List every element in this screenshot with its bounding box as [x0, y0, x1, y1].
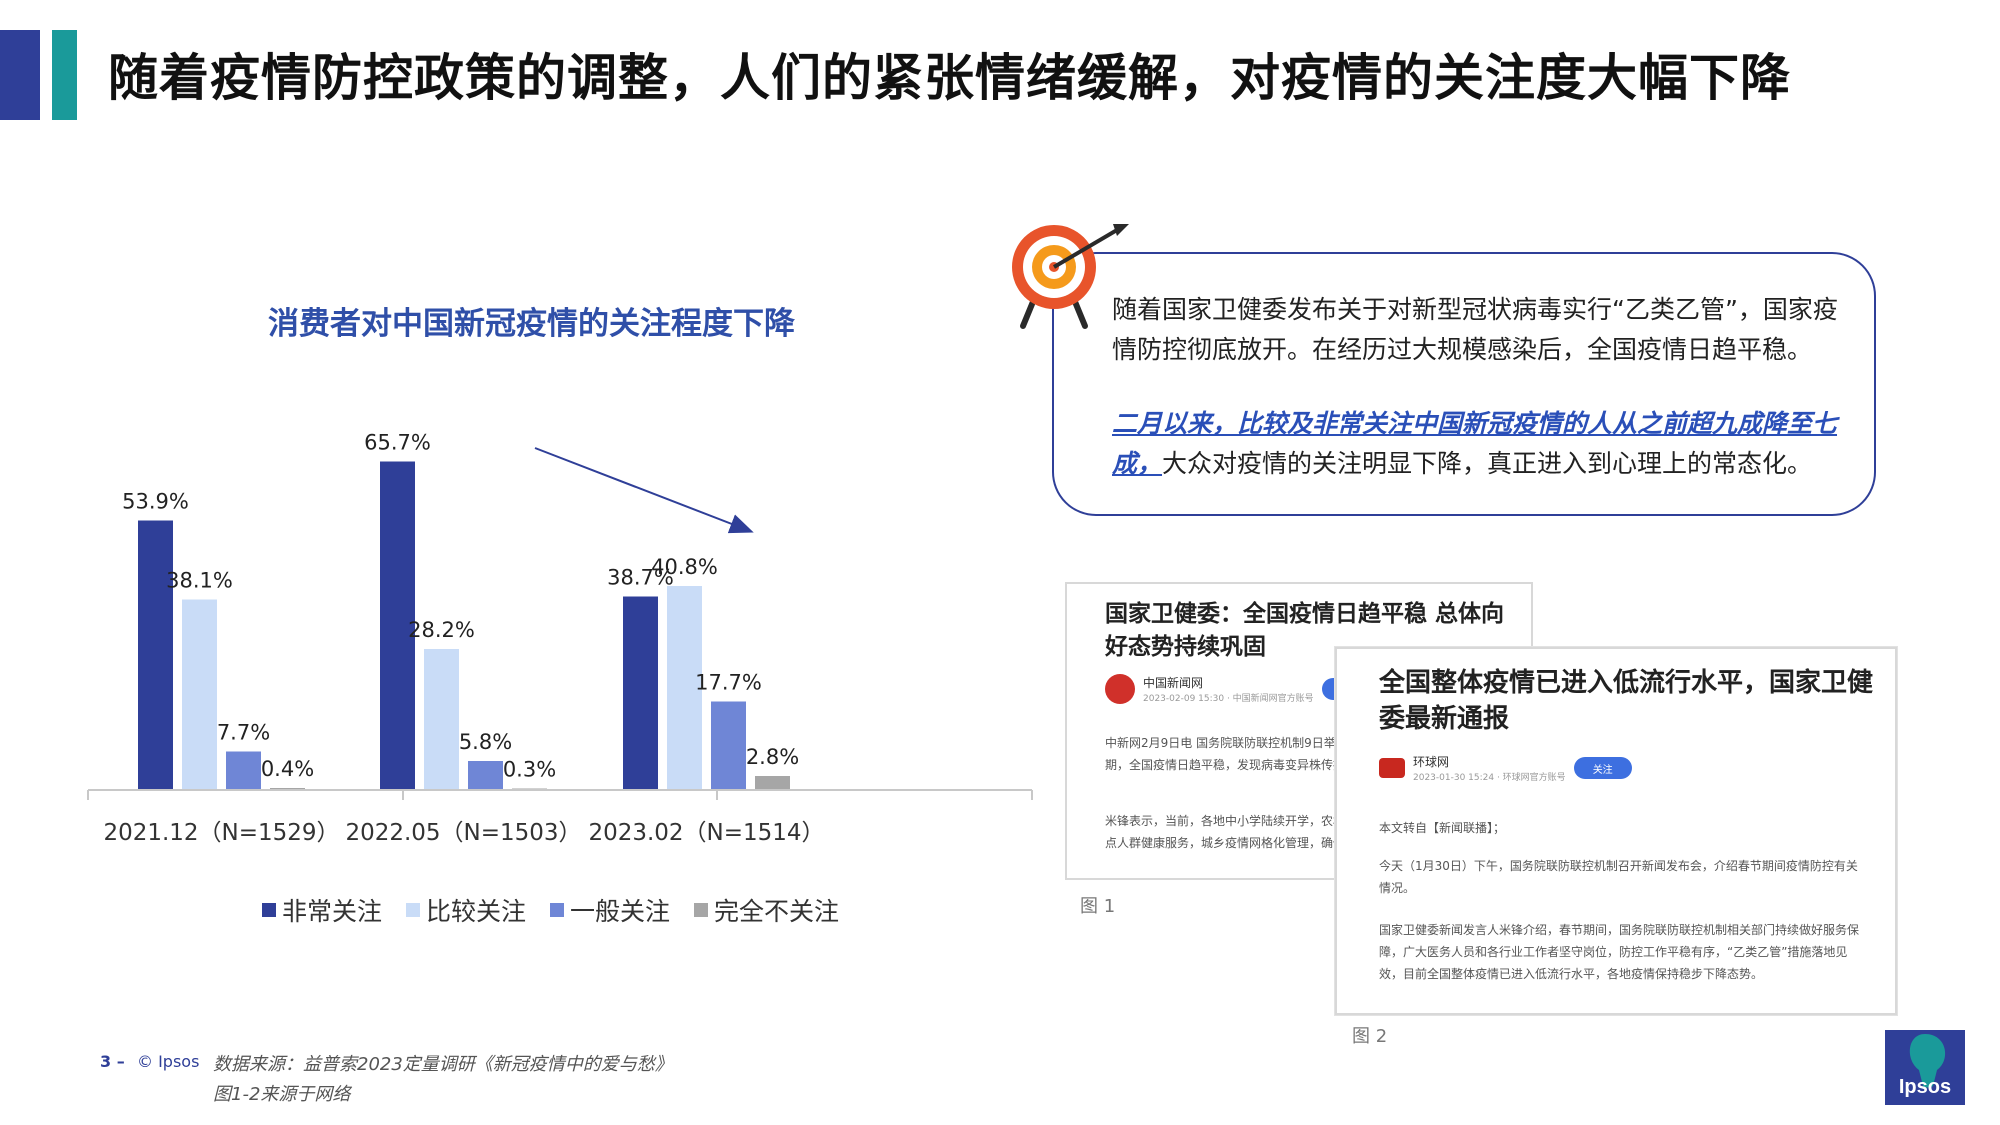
bar — [138, 520, 173, 790]
title-accent-bar-teal — [52, 30, 77, 120]
bar — [182, 599, 217, 790]
bar-value-label: 38.7% — [607, 566, 674, 590]
page-number: 3 – — [100, 1052, 125, 1071]
chart-legend: 非常关注 比较关注 一般关注 完全不关注 — [262, 892, 839, 928]
copyright: © Ipsos — [137, 1052, 200, 1071]
data-source-note: 数据来源：益普索2023定量调研《新冠疫情中的爱与愁》 — [213, 1054, 673, 1075]
bar-value-label: 40.8% — [651, 555, 718, 579]
bar-value-label: 7.7% — [217, 721, 270, 745]
chinanews-logo-icon — [1105, 674, 1135, 704]
source-name: 中国新闻网 — [1143, 676, 1204, 690]
category-label: 2023.02（N=1514） — [588, 820, 824, 846]
source-meta: 2023-01-30 15:24 · 环球网官方账号 — [1413, 773, 1566, 783]
category-label: 2021.12（N=1529） — [103, 820, 339, 846]
category-label: 2022.05（N=1503） — [345, 820, 581, 846]
bar — [623, 596, 658, 790]
bar — [755, 776, 790, 790]
bar — [380, 461, 415, 790]
legend-item: 完全不关注 — [694, 892, 839, 928]
legend-label: 比较关注 — [426, 897, 527, 926]
bar — [424, 649, 459, 790]
ipsos-logo: Ipsos — [1885, 1030, 1965, 1105]
bar-value-label: 65.7% — [364, 431, 431, 455]
title-accent-bar-navy — [0, 30, 40, 120]
image-source-note: 图1-2来源于网络 — [213, 1084, 351, 1105]
legend-label: 一般关注 — [570, 897, 671, 926]
bar-value-label: 5.8% — [459, 730, 512, 754]
follow-button[interactable]: 关注 — [1573, 757, 1632, 779]
bar-value-label: 0.4% — [261, 757, 314, 781]
news-card-2: 全国整体疫情已进入低流行水平，国家卫健委最新通报 环球网 2023-01-30 … — [1335, 647, 1897, 1015]
bar-value-label: 17.7% — [695, 671, 762, 695]
source-name: 环球网 — [1413, 755, 1450, 769]
news-title: 全国整体疫情已进入低流行水平，国家卫健委最新通报 — [1379, 668, 1874, 734]
bar-value-label: 0.3% — [503, 758, 556, 782]
legend-swatch — [406, 903, 421, 917]
chart-title: 消费者对中国新冠疫情的关注程度下降 — [268, 306, 795, 342]
bar-value-label: 28.2% — [408, 618, 475, 642]
legend-item: 非常关注 — [262, 892, 382, 928]
huanqiu-logo-icon — [1379, 758, 1405, 778]
bar-value-label: 2.8% — [746, 745, 799, 769]
legend-swatch — [694, 903, 709, 917]
news-paragraph: 今天（1月30日）下午，国务院联防联控机制召开新闻发布会，介绍春节期间疫情防控有… — [1379, 859, 1858, 895]
callout-box: 随着国家卫健委发布关于对新型冠状病毒实行“乙类乙管”，国家疫情防控彻底放开。在经… — [1052, 252, 1876, 516]
bar-value-label: 38.1% — [166, 569, 233, 593]
source-meta: 2023-02-09 15:30 · 中国新闻网官方账号 — [1143, 694, 1314, 704]
news-source: 环球网 2023-01-30 15:24 · 环球网官方账号 关注 — [1379, 753, 1632, 783]
trend-arrow — [534, 447, 754, 534]
callout-highlight-text: 二月以来，比较及非常关注中国新冠疫情的人从之前超九成降至七成，大众对疫情的关注明… — [1112, 404, 1852, 484]
figure-caption: 图 1 — [1080, 896, 1116, 917]
bar-chart: 53.9% 38.1% 7.7% 0.4% 2021.12（N=1529） 65.7% 28… — [87, 431, 1033, 846]
bar — [711, 701, 746, 790]
legend-label: 非常关注 — [282, 897, 383, 926]
bar — [468, 761, 503, 790]
news-title: 国家卫健委：全国疫情日趋平稳 总体向好态势持续巩固 — [1105, 601, 1505, 660]
legend-item: 一般关注 — [550, 892, 670, 928]
page-title: 随着疫情防控政策的调整，人们的紧张情绪缓解，对疫情的关注度大幅下降 — [108, 49, 1791, 107]
news-paragraph: 国家卫健委新闻发言人米锋介绍，春节期间，国务院联防联控机制相关部门持续做好服务保… — [1379, 923, 1860, 981]
legend-swatch — [550, 903, 565, 917]
figure-caption: 图 2 — [1352, 1026, 1388, 1047]
bar — [667, 586, 702, 790]
target-arrow-icon — [1012, 224, 1129, 329]
legend-swatch — [262, 903, 276, 917]
logo-text: Ipsos — [1899, 1076, 1951, 1098]
callout-highlight: 二月以来，比较及非常关注中国新冠疫情的人从之前超九成降至七成， — [1112, 409, 1838, 478]
legend-label: 完全不关注 — [714, 897, 840, 926]
callout-text: 随着国家卫健委发布关于对新型冠状病毒实行“乙类乙管”，国家疫情防控彻底放开。在经… — [1112, 295, 1838, 364]
bar-value-label: 53.9% — [122, 490, 189, 514]
callout-highlight-rest: 大众对疫情的关注明显下降，真正进入到心理上的常态化。 — [1162, 449, 1813, 478]
legend-item: 比较关注 — [406, 892, 526, 928]
news-paragraph: 本文转自【新闻联播】； — [1379, 821, 1506, 835]
bar — [226, 751, 261, 790]
